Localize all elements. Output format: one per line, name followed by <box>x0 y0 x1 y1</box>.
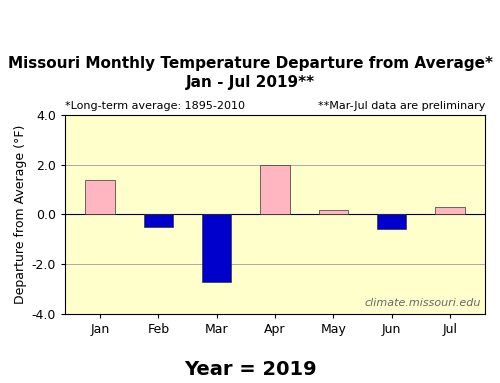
Text: climate.missouri.edu: climate.missouri.edu <box>364 298 481 308</box>
Bar <box>86 180 114 214</box>
Bar <box>436 207 464 214</box>
Bar <box>319 210 348 214</box>
Text: **Mar-Jul data are preliminary: **Mar-Jul data are preliminary <box>318 101 485 111</box>
Bar <box>202 214 231 282</box>
Text: Jan - Jul 2019**: Jan - Jul 2019** <box>186 75 314 90</box>
Y-axis label: Departure from Average (°F): Departure from Average (°F) <box>14 125 28 304</box>
Bar <box>260 165 290 214</box>
Text: *Long-term average: 1895-2010: *Long-term average: 1895-2010 <box>65 101 245 111</box>
Bar <box>144 214 173 227</box>
Text: Missouri Monthly Temperature Departure from Average*: Missouri Monthly Temperature Departure f… <box>8 56 492 71</box>
Text: Year = 2019: Year = 2019 <box>184 360 316 379</box>
Bar <box>377 214 406 229</box>
